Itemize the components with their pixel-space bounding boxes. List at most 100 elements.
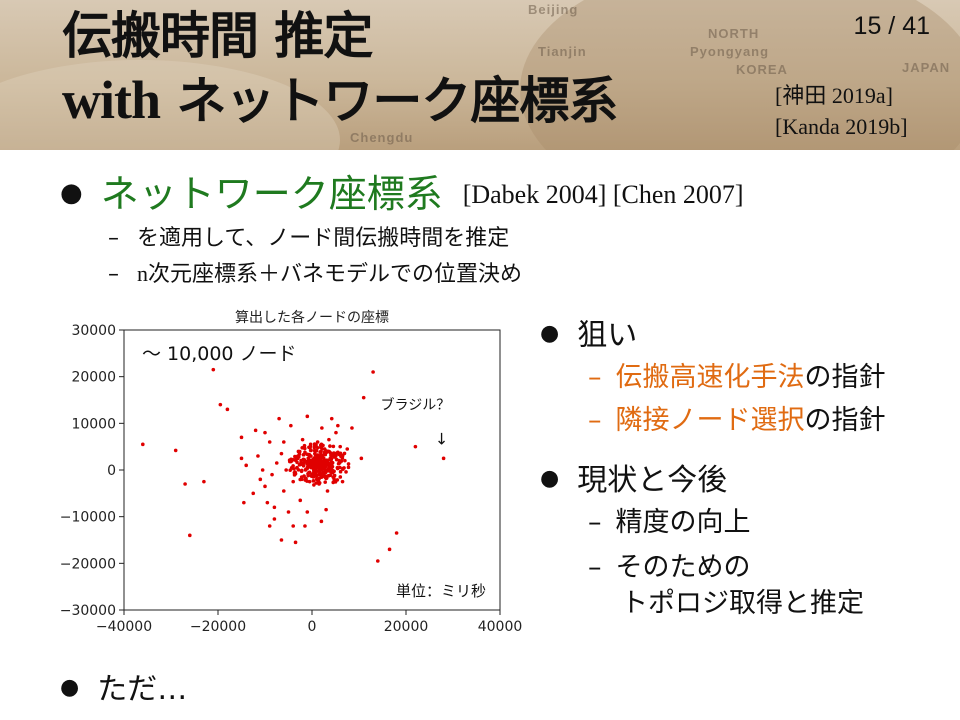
data-point [387, 547, 392, 552]
data-point [300, 445, 305, 450]
dash-icon: – [588, 507, 602, 538]
data-point [346, 462, 351, 466]
data-point [296, 468, 301, 472]
data-point [340, 479, 345, 484]
y-tick-label: −10000 [60, 510, 116, 526]
data-point [300, 477, 304, 482]
map-label: Tianjin [538, 44, 587, 59]
dash-icon: – [588, 405, 602, 436]
data-point [260, 468, 265, 472]
header-references: [神田 2019a] [Kanda 2019b] [775, 80, 908, 142]
dash-icon: – [588, 552, 602, 583]
data-point [323, 470, 328, 475]
dash-icon: – [108, 262, 119, 287]
data-point [298, 498, 303, 503]
data-point [322, 464, 326, 469]
data-point [303, 524, 307, 528]
data-point [338, 469, 343, 474]
data-point [307, 445, 311, 450]
highlight-text: 隣接ノード選択 [615, 405, 805, 436]
y-tick-label: 30000 [71, 323, 116, 339]
title-with: with [62, 70, 161, 130]
data-point [321, 453, 325, 457]
data-point [359, 456, 364, 461]
map-label: Pyongyang [690, 44, 770, 59]
annotation-node-count: 〜 10,000 ノード [142, 343, 297, 365]
ref-kanda-2019a: [神田 2019a] [775, 83, 893, 108]
sub-status-accuracy: – 精度の向上 [588, 505, 751, 541]
data-point [312, 469, 316, 474]
data-point [319, 472, 323, 477]
data-point [324, 475, 328, 480]
data-point [329, 452, 334, 456]
data-point [265, 500, 270, 505]
sub-item-text: 次元座標系＋バネモデルでの位置決め [148, 262, 523, 287]
data-point [253, 428, 258, 433]
data-point [293, 454, 297, 459]
annotation-unit: 単位：ミリ秒 [396, 582, 486, 600]
data-point [306, 472, 310, 476]
data-point [338, 444, 343, 449]
data-point [173, 448, 178, 453]
data-point [327, 469, 331, 473]
data-point [314, 448, 319, 453]
data-point [289, 423, 293, 428]
sub-text: の指針 [804, 405, 886, 436]
data-point [319, 519, 324, 524]
data-point [343, 458, 347, 463]
data-point [325, 450, 329, 454]
data-point [307, 458, 311, 463]
data-point [346, 465, 351, 470]
bullet-dot-icon: ● [540, 466, 560, 491]
data-point [282, 489, 286, 493]
sub-status-topology: – そのための トポロジ取得と推定 [588, 550, 864, 622]
data-point [225, 407, 230, 412]
data-point [301, 461, 306, 465]
data-point [291, 524, 295, 528]
data-point [300, 437, 305, 442]
sub-text-line2: トポロジ取得と推定 [621, 588, 864, 619]
title-line2: with ネットワーク座標系 [62, 68, 618, 133]
data-point [323, 480, 328, 484]
data-point [342, 451, 347, 456]
highlight-text: 伝搬高速化手法 [615, 362, 805, 393]
data-point [301, 452, 306, 457]
data-point [305, 479, 309, 483]
data-point [361, 395, 366, 400]
data-point [300, 468, 304, 473]
data-point [287, 459, 292, 464]
title-network-coords: ネットワーク座標系 [176, 72, 618, 130]
bullet-status: ● 現状と今後 [540, 455, 727, 499]
data-point [202, 479, 206, 484]
main-bullet-text: ネットワーク座標系 [100, 172, 443, 216]
data-point [345, 447, 350, 451]
slide-title: 伝搬時間 推定 with ネットワーク座標系 [62, 4, 618, 133]
map-label: NORTH [708, 26, 760, 41]
data-point [334, 430, 338, 435]
data-point [331, 444, 336, 449]
data-point [258, 477, 263, 482]
data-point [141, 442, 145, 447]
data-point [188, 533, 192, 538]
data-point [340, 456, 345, 460]
data-point [291, 479, 295, 484]
y-tick-label: 10000 [71, 416, 116, 432]
map-label: KOREA [736, 62, 788, 77]
data-point [316, 469, 321, 473]
data-point [332, 473, 337, 478]
data-point [341, 467, 345, 472]
data-point [274, 461, 279, 465]
data-point [307, 454, 312, 458]
data-point [279, 538, 284, 542]
data-point [263, 484, 267, 489]
sub-aim-neighbor: – 隣接ノード選択の指針 [588, 403, 886, 439]
chart-title: 算出した各ノードの座標 [235, 310, 389, 326]
data-point [242, 500, 246, 505]
data-point [312, 442, 317, 446]
data-point [332, 469, 336, 474]
data-point [329, 462, 334, 466]
bullet-aim-text: 狙い [577, 318, 638, 353]
page-number: 15 / 41 [853, 12, 930, 40]
data-point [335, 466, 340, 471]
data-point [350, 426, 354, 430]
